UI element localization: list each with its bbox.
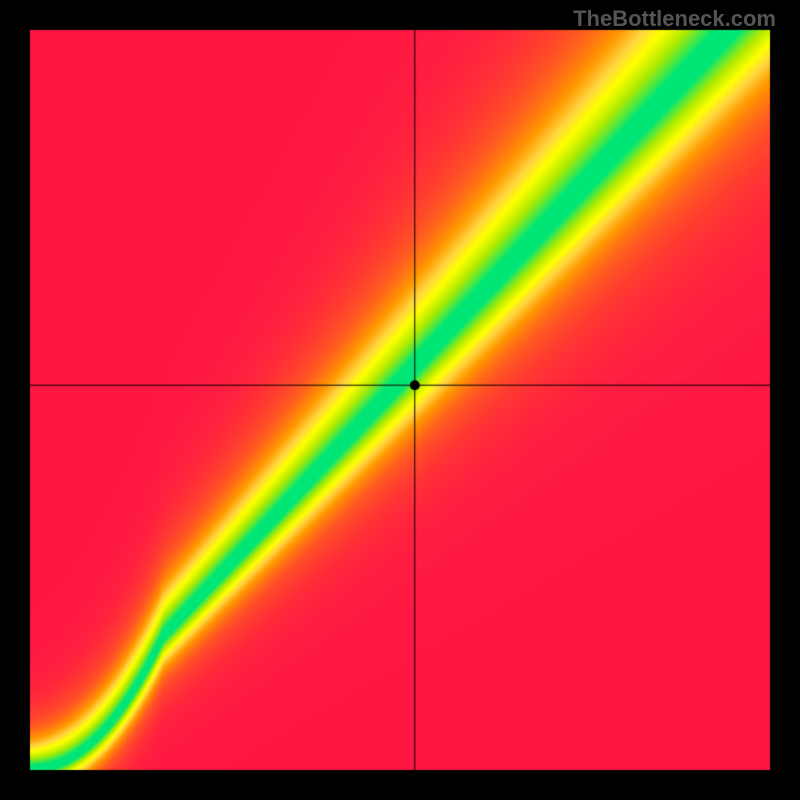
bottleneck-heatmap bbox=[0, 0, 800, 800]
chart-container: TheBottleneck.com bbox=[0, 0, 800, 800]
watermark-text: TheBottleneck.com bbox=[573, 6, 776, 32]
